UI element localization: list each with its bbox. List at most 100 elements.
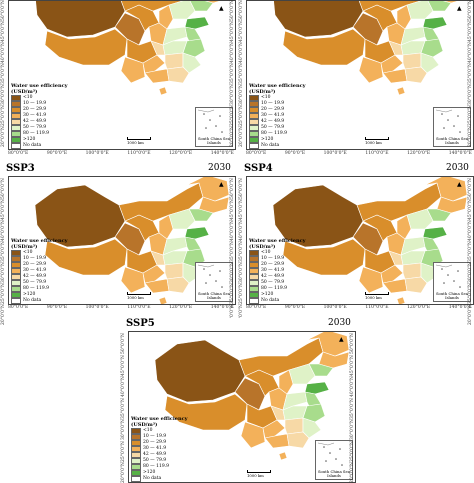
legend-item: 80 — 119.9 (131, 464, 188, 470)
region-xinjiang (35, 1, 126, 38)
latitude-label: 35°0'0"N (121, 397, 126, 419)
latitude-label: 30°0'0"N (1, 261, 6, 283)
latitude-labels: 50°0'0"N 45°0'0"N 40°0'0"N 35°0'0"N 30°0'0"N… (0, 0, 7, 147)
panel-ssp2: Water use efficiency (USD/m³) <10 10 — 19.9… (238, 0, 474, 162)
legend-unit: (USD/m³) (131, 422, 158, 428)
legend-label: 10 — 19.9 (23, 256, 47, 262)
region-hunan (164, 262, 184, 280)
region-anhui-zhejiang (302, 403, 326, 423)
island-mark (219, 115, 221, 117)
longitude-label: 80°0'0"E (8, 305, 29, 310)
region-xinjiang (273, 1, 364, 38)
latitude-label: 30°0'0"N (350, 419, 355, 440)
region-tibet (164, 393, 248, 431)
latitude-label: 30°0'0"N (230, 83, 235, 105)
island-mark (335, 458, 337, 460)
region-xinjiang (154, 339, 246, 403)
region-xinjiang (272, 184, 364, 248)
scale-bar-line (127, 292, 151, 295)
south-china-sea-inset: South China Sea Islands (433, 262, 471, 302)
legend-swatch (131, 476, 141, 482)
latitude-label: 30°0'0"N (239, 261, 244, 283)
legend-item: <10 (131, 428, 188, 434)
legend-unit: (USD/m³) (249, 244, 276, 250)
legend-label: 20 — 29.9 (23, 262, 47, 268)
latitude-labels: 50°0'0"N 45°0'0"N 40°0'0"N 35°0'0"N 30°0'0"N… (238, 178, 245, 325)
longitude-label: 120°0'0"E (407, 151, 431, 156)
region-hunan (402, 52, 422, 70)
latitude-label: 40°0'0"N (468, 219, 473, 241)
region-hunan (284, 417, 304, 435)
region-guizhou (142, 54, 166, 74)
legend-label: 42 — 49.9 (23, 119, 47, 125)
inset-map (435, 264, 461, 288)
legend-item: 80 — 119.9 (249, 286, 306, 292)
map-frame-ssp4: Water use efficiency (USD/m³) <10 10 — 19.9… (246, 176, 474, 305)
latitude-label: 40°0'0"N (1, 41, 6, 63)
region-inner-mongolia (120, 1, 184, 12)
legend-label: No data (23, 143, 42, 149)
region-jiangsu (422, 26, 440, 42)
latitude-label: 45°0'0"N (1, 20, 6, 42)
legend-swatch (249, 113, 259, 119)
longitude-label: 90°0'0"E (46, 151, 68, 156)
south-china-sea-inset: South China Sea Islands (195, 107, 233, 147)
region-anhui-zhejiang (420, 38, 444, 58)
island-mark (457, 115, 459, 117)
legend-title: Water use efficiency (249, 238, 306, 244)
legend-unit: (USD/m³) (11, 89, 38, 95)
region-yunnan (120, 56, 146, 84)
latitude-label: 20°0'0"N (1, 303, 6, 325)
latitude-label: 50°0'0"N (468, 0, 473, 21)
region-guangdong (166, 66, 190, 84)
legend-item: 50 — 79.9 (249, 280, 306, 286)
latitude-label: 45°0'0"N (239, 198, 244, 220)
legend-swatch (11, 113, 21, 119)
legend-label: <10 (23, 250, 33, 256)
legend-label: >120 (261, 292, 274, 298)
island-mark (221, 286, 223, 288)
inset-map (197, 264, 223, 288)
latitude-labels: 50°0'0"N 45°0'0"N 40°0'0"N 35°0'0"N 30°0'0"N… (120, 333, 127, 483)
region-yunnan (120, 266, 146, 294)
region-shandong (422, 16, 448, 30)
legend-item: 42 — 49.9 (11, 274, 68, 280)
longitude-label: 110°0'0"E (365, 151, 389, 156)
latitude-label: 45°0'0"N (121, 354, 126, 376)
latitude-label: 25°0'0"N (350, 440, 355, 462)
island-mark (453, 125, 455, 127)
island-mark (457, 270, 459, 272)
legend-label: No data (261, 143, 280, 149)
latitude-label: 35°0'0"N (239, 240, 244, 262)
region-henan (162, 26, 188, 46)
latitude-label: 20°0'0"N (230, 125, 235, 147)
legend-swatch (249, 125, 259, 131)
region-tibet (282, 238, 366, 276)
legend-label: >120 (261, 137, 274, 143)
inset-map (197, 109, 223, 133)
latitude-label: 45°0'0"N (468, 20, 473, 42)
region-yunnan (358, 266, 384, 294)
island-mark (325, 460, 327, 462)
legend-swatch (11, 274, 21, 280)
island-mark (447, 274, 449, 276)
island-mark (215, 125, 217, 127)
scale-bar: 1000 km (127, 137, 151, 145)
legend-label: 42 — 49.9 (23, 274, 47, 280)
legend-swatch (11, 286, 21, 292)
legend-swatch (11, 256, 21, 262)
region-henan (282, 391, 308, 411)
scale-bar-label: 1000 km (127, 295, 144, 300)
legend-swatch (249, 280, 259, 286)
region-jilin (442, 1, 460, 4)
island-mark (441, 268, 443, 270)
legend-label: <10 (261, 95, 271, 101)
inset-coastline (197, 264, 215, 268)
legend-swatch (131, 446, 141, 452)
legend-swatch (11, 125, 21, 131)
legend-item: <10 (11, 250, 68, 256)
latitude-label: 20°0'0"N (1, 125, 6, 147)
legend-label: 20 — 29.9 (143, 440, 167, 446)
legend-label: 42 — 49.9 (143, 452, 167, 458)
region-hainan (396, 296, 406, 304)
